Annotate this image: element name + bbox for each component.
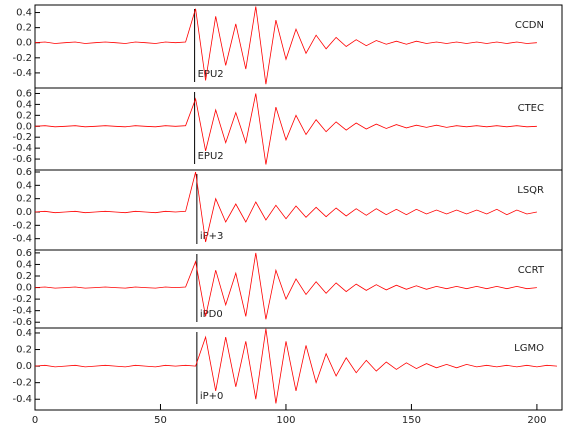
y-tick-label: 0.0	[16, 283, 32, 294]
station-label: CCDN	[515, 20, 544, 31]
x-tick-label: 50	[154, 415, 167, 426]
panel-frame	[34, 87, 563, 171]
waveform	[34, 93, 537, 165]
y-tick-label: 0.0	[16, 207, 32, 218]
y-tick-label: -0.6	[12, 317, 32, 328]
y-tick-label: 0.4	[16, 180, 32, 191]
panel-frame	[34, 4, 563, 89]
y-tick-label: -0.4	[12, 306, 32, 317]
y-tick-label: 0.4	[16, 259, 32, 270]
y-tick-label: -0.4	[12, 143, 32, 154]
y-tick-label: 0.6	[16, 167, 32, 178]
y-tick-label: 0.2	[16, 194, 32, 205]
y-tick-label: 0.6	[16, 248, 32, 259]
phase-label: iP+3	[200, 231, 224, 242]
y-tick-label: 0.4	[16, 328, 32, 339]
panel-frame	[34, 169, 563, 251]
station-label: CCRT	[518, 265, 545, 276]
x-tick-label: 100	[276, 415, 295, 426]
panel-frame	[34, 327, 563, 411]
waveform	[34, 6, 537, 85]
y-tick-label: 0.4	[16, 8, 32, 19]
y-tick-label: 0.0	[16, 361, 32, 372]
y-tick-label: -0.4	[12, 234, 32, 245]
panel-frame	[34, 249, 563, 329]
y-tick-label: 0.2	[16, 110, 32, 121]
y-tick-label: 0.2	[16, 23, 32, 34]
x-tick-label: 150	[402, 415, 421, 426]
waveform	[34, 328, 558, 404]
y-tick-label: 0.0	[16, 38, 32, 49]
x-tick-label: 200	[527, 415, 546, 426]
waveform	[34, 171, 537, 243]
station-label: CTEC	[518, 103, 544, 114]
y-tick-label: -0.2	[12, 294, 32, 305]
y-tick-label: -0.2	[12, 378, 32, 389]
station-label: LGMO	[514, 343, 544, 354]
y-tick-label: -0.4	[12, 68, 32, 79]
y-tick-label: -0.2	[12, 53, 32, 64]
y-tick-label: 0.2	[16, 345, 32, 356]
phase-label: EPU2	[198, 69, 224, 80]
y-tick-label: -0.2	[12, 132, 32, 143]
y-tick-label: -0.2	[12, 220, 32, 231]
phase-label: EPU2	[198, 151, 224, 162]
y-tick-label: -0.4	[12, 394, 32, 405]
waveform	[34, 252, 537, 320]
phase-label: iP+0	[200, 391, 224, 402]
x-tick-label: 0	[32, 415, 38, 426]
station-label: LSQR	[517, 185, 544, 196]
y-tick-label: 0.6	[16, 88, 32, 99]
y-tick-label: 0.2	[16, 271, 32, 282]
y-tick-label: -0.6	[12, 154, 32, 165]
y-tick-label: 0.4	[16, 99, 32, 110]
y-tick-label: 0.0	[16, 121, 32, 132]
phase-label: iPD0	[200, 309, 223, 320]
